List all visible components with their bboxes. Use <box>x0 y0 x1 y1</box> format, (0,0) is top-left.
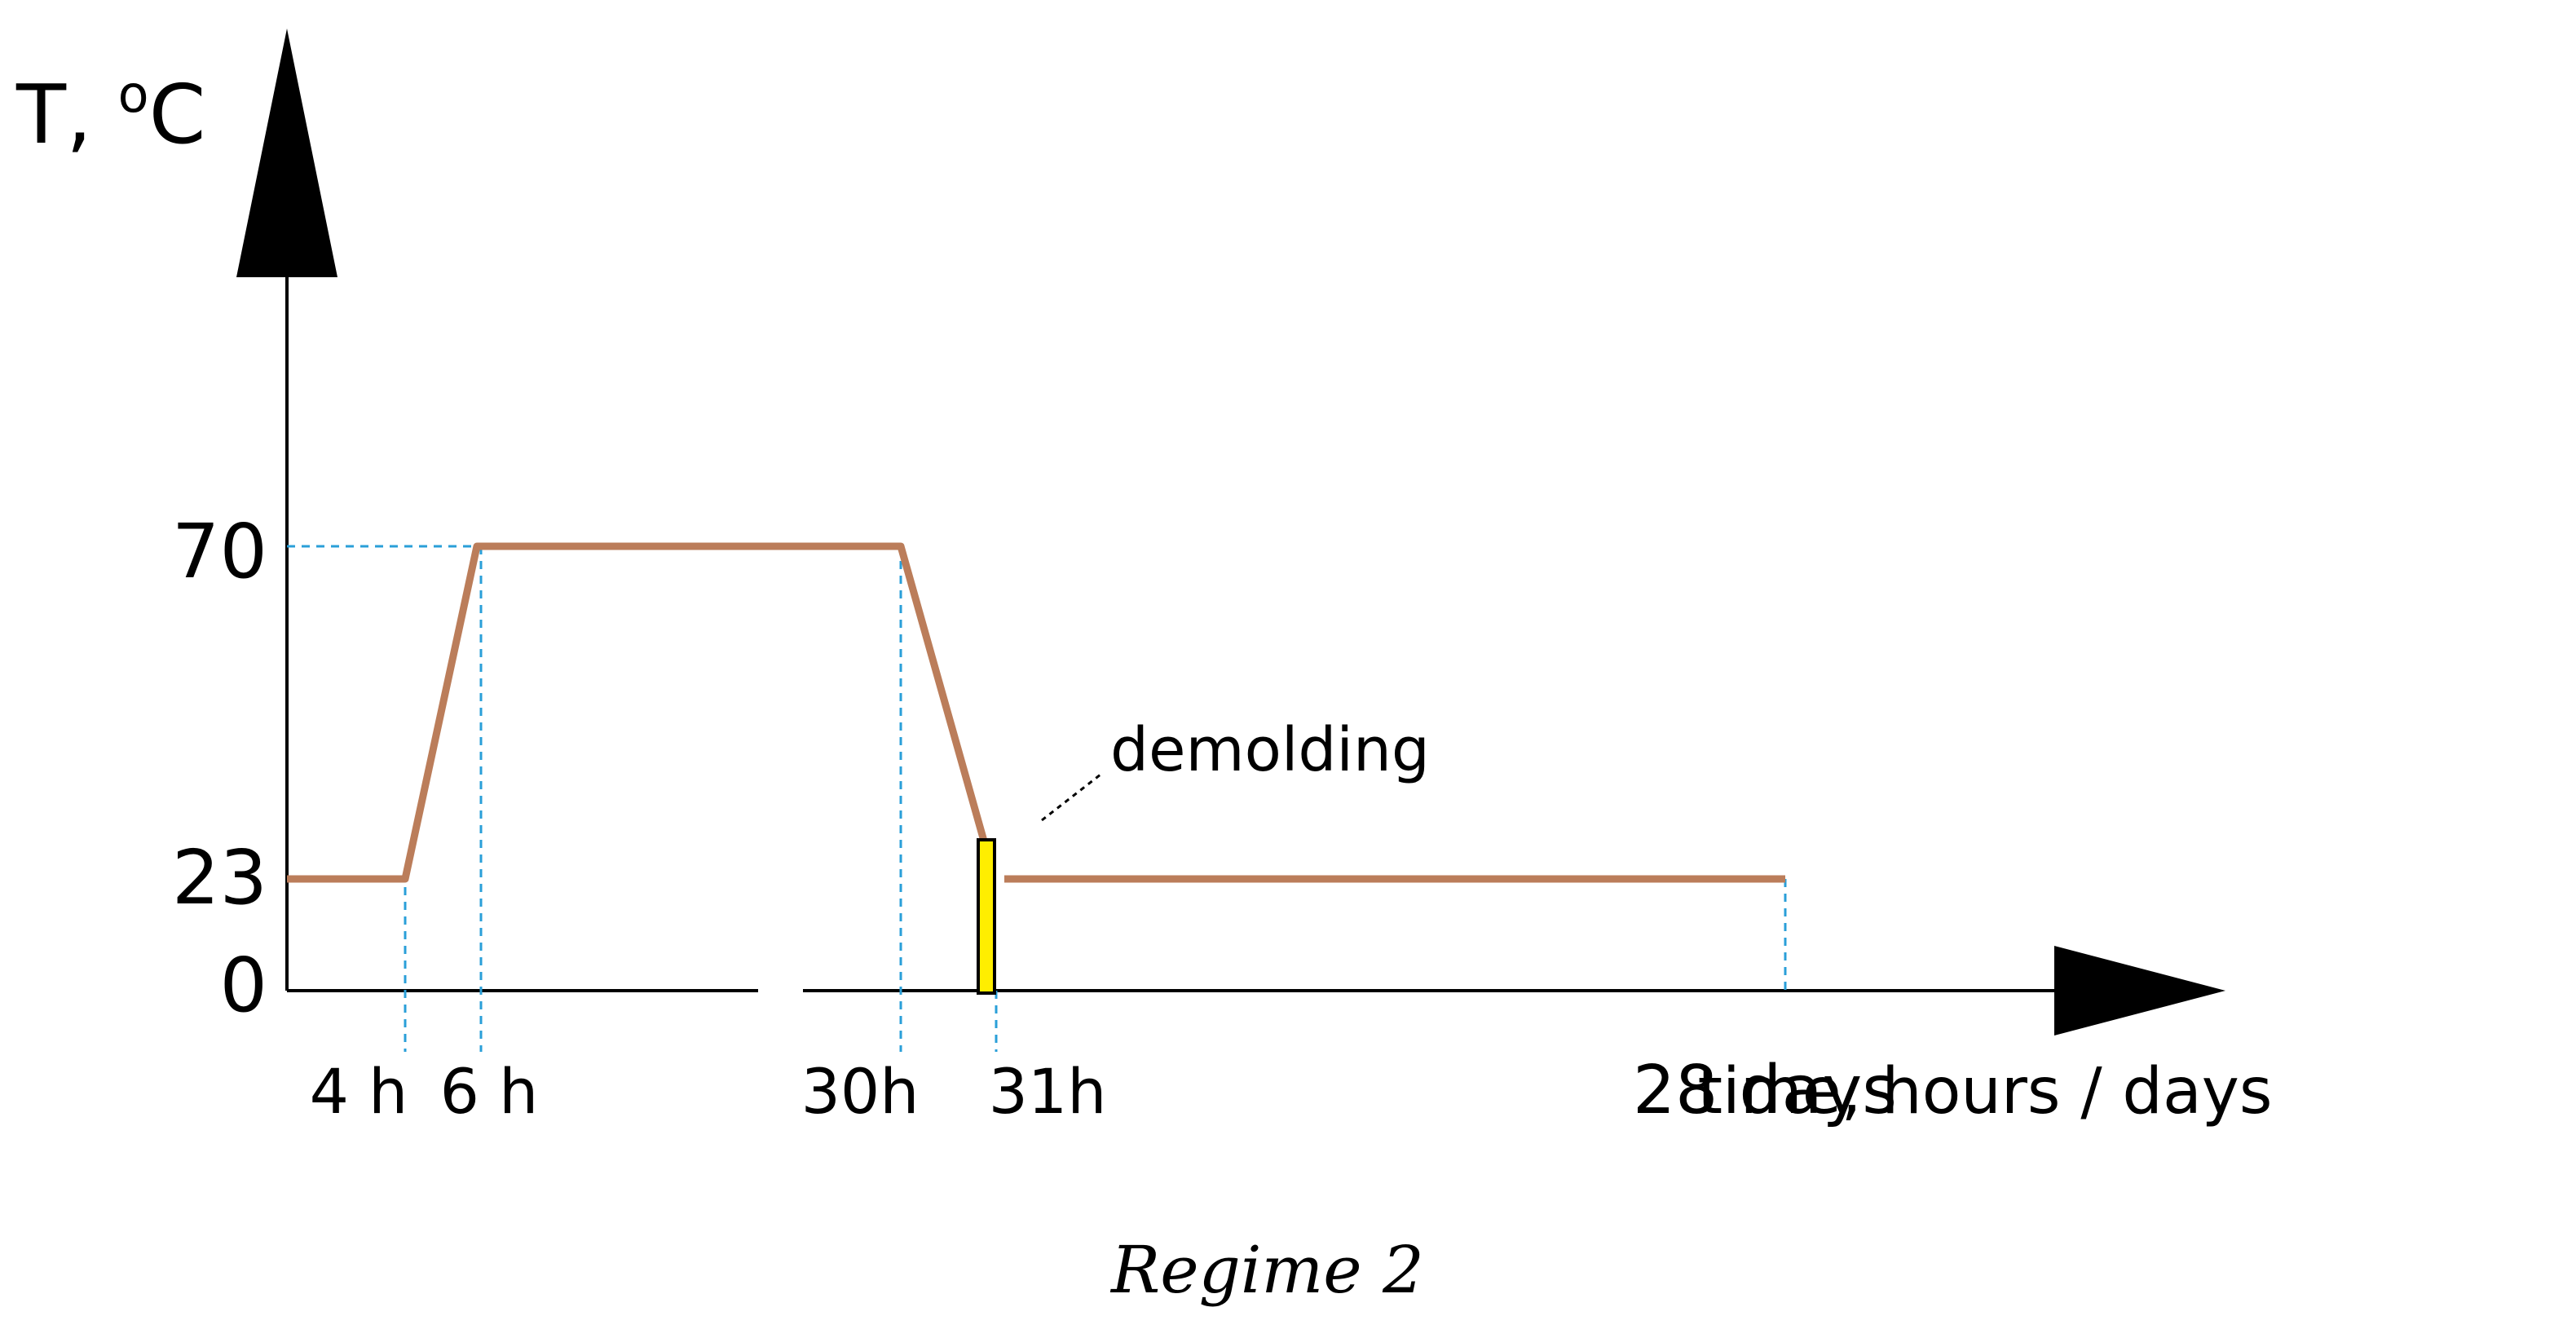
y-tick-label-0: 0 <box>219 942 267 1029</box>
x-tick-label-30h: 30h <box>801 1055 920 1128</box>
figure-caption: Regime 2 <box>1109 1232 1424 1308</box>
x-tick-label-28days: 28 days <box>1633 1052 1897 1129</box>
y-axis-arrow <box>236 29 337 277</box>
temperature-profile-line <box>287 542 989 883</box>
demolding-leader-line <box>1041 773 1101 822</box>
x-tick-label-31h: 31h <box>989 1055 1107 1128</box>
y-tick-label-70: 70 <box>172 508 267 595</box>
y-axis-title-text: T, <box>15 67 118 162</box>
x-tick-label-6h: 6 h <box>440 1055 539 1128</box>
demolding-label: demolding <box>1110 715 1430 785</box>
x-tick-label-4h: 4 h <box>310 1055 408 1128</box>
guide-lines <box>287 545 1787 1052</box>
y-tick-label-23: 23 <box>172 834 267 921</box>
x-axis-title: time, hours / days <box>1697 1055 2272 1128</box>
x-axis-arrow <box>2054 946 2225 1036</box>
y-axis-title-degree: o <box>118 64 149 124</box>
y-axis-title: T, oC <box>15 64 205 162</box>
demolding-bar <box>977 838 996 995</box>
y-axis-title-unit: C <box>149 67 206 162</box>
